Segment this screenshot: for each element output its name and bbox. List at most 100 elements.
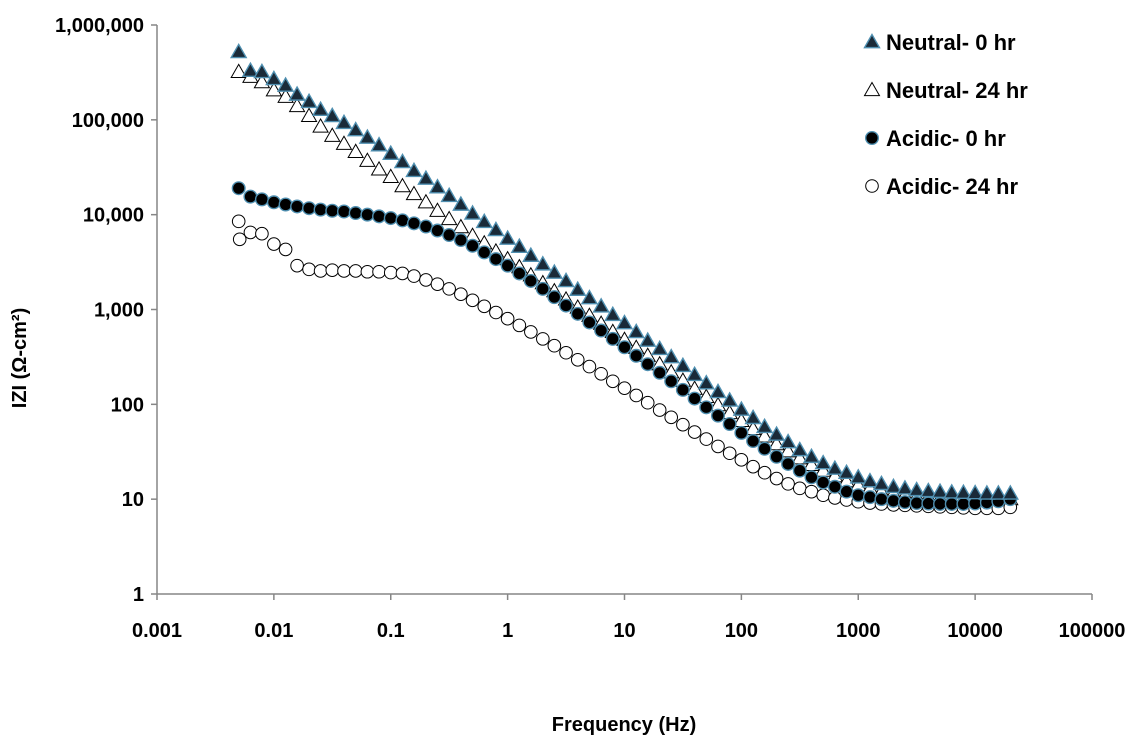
data-point — [347, 143, 365, 158]
data-point — [442, 282, 456, 296]
data-point — [534, 255, 552, 271]
data-point — [767, 425, 786, 441]
data-point — [897, 495, 912, 510]
data-point — [394, 177, 411, 193]
data-point — [802, 447, 821, 464]
data-point — [522, 246, 540, 262]
data-point — [500, 258, 515, 273]
data-point — [383, 211, 398, 226]
data-point — [779, 433, 797, 449]
series-triangle-open — [230, 63, 1019, 506]
data-point — [300, 92, 318, 109]
data-point — [418, 219, 433, 234]
data-point — [627, 323, 645, 339]
axes: 1 10 100 1,000 10,000 100,000 1,000,000 0.001 0.… — [55, 15, 1125, 642]
data-point — [757, 441, 772, 456]
data-point — [746, 434, 761, 449]
data-point — [266, 195, 281, 210]
data-point — [559, 298, 574, 313]
data-point — [547, 290, 562, 305]
data-point — [687, 425, 702, 439]
data-point — [604, 305, 622, 322]
data-point — [861, 472, 879, 488]
data-point — [827, 479, 842, 494]
data-point — [302, 262, 316, 277]
legend-marker — [863, 81, 881, 97]
x-tick-label: 0.001 — [132, 620, 182, 642]
data-point — [337, 264, 351, 278]
data-point — [489, 305, 503, 320]
data-point — [267, 237, 281, 251]
y-tick-label: 1,000 — [94, 300, 144, 322]
data-point — [664, 374, 679, 389]
data-point — [779, 442, 797, 458]
data-point — [734, 425, 749, 440]
data-point — [440, 186, 458, 203]
data-point — [346, 121, 365, 137]
data-point — [419, 273, 433, 287]
y-tick-label: 100,000 — [72, 110, 144, 132]
data-point — [465, 293, 480, 308]
data-point — [323, 127, 341, 142]
data-point — [886, 493, 901, 508]
data-point — [629, 388, 644, 403]
data-point — [746, 459, 760, 474]
data-point — [463, 204, 482, 220]
data-point — [862, 490, 877, 505]
data-point — [826, 459, 844, 475]
data-point — [243, 225, 258, 240]
data-point — [313, 202, 328, 217]
data-point — [734, 453, 749, 467]
x-tick-label: 0.1 — [377, 620, 405, 642]
data-point — [512, 266, 527, 281]
data-point — [241, 61, 260, 77]
data-point — [722, 417, 737, 432]
data-point — [851, 488, 866, 503]
data-point — [510, 237, 529, 253]
data-point — [442, 228, 457, 243]
data-point — [231, 181, 246, 196]
data-point — [978, 484, 996, 500]
legend-label: Neutral- 24 hr — [886, 78, 1028, 103]
data-point — [370, 136, 388, 152]
data-point — [536, 332, 550, 346]
data-point — [372, 209, 387, 224]
y-tick-label: 10 — [122, 489, 144, 511]
data-point — [559, 345, 573, 360]
data-point — [302, 201, 317, 216]
data-point — [629, 348, 644, 363]
data-point — [428, 178, 447, 194]
data-point — [348, 264, 363, 278]
data-point — [956, 496, 971, 511]
data-point — [348, 206, 363, 221]
data-point — [465, 238, 480, 253]
y-tick-label: 1 — [133, 584, 144, 606]
data-point — [720, 391, 739, 407]
data-point — [452, 195, 470, 211]
y-axis-title: IZI (Ω-cm²) — [9, 308, 31, 408]
data-point — [253, 63, 271, 79]
data-point — [545, 263, 564, 279]
data-point — [944, 496, 959, 511]
legend-entry: Acidic- 0 hr — [865, 126, 1006, 151]
data-point — [335, 135, 353, 150]
data-point — [382, 168, 400, 184]
data-point — [453, 233, 468, 248]
data-point — [781, 477, 795, 491]
data-point — [395, 213, 410, 228]
data-point — [921, 496, 936, 511]
data-point — [230, 63, 248, 79]
data-point — [232, 232, 247, 247]
data-point — [430, 277, 445, 291]
data-point — [582, 359, 597, 374]
data-point — [454, 287, 468, 301]
data-point — [382, 144, 400, 160]
data-point — [931, 482, 949, 498]
data-point — [685, 365, 704, 382]
data-point — [722, 446, 737, 461]
data-point — [570, 352, 585, 367]
x-tick-label: 10 — [613, 620, 635, 642]
data-point — [943, 483, 961, 499]
data-point — [839, 484, 854, 499]
data-point — [395, 266, 410, 281]
